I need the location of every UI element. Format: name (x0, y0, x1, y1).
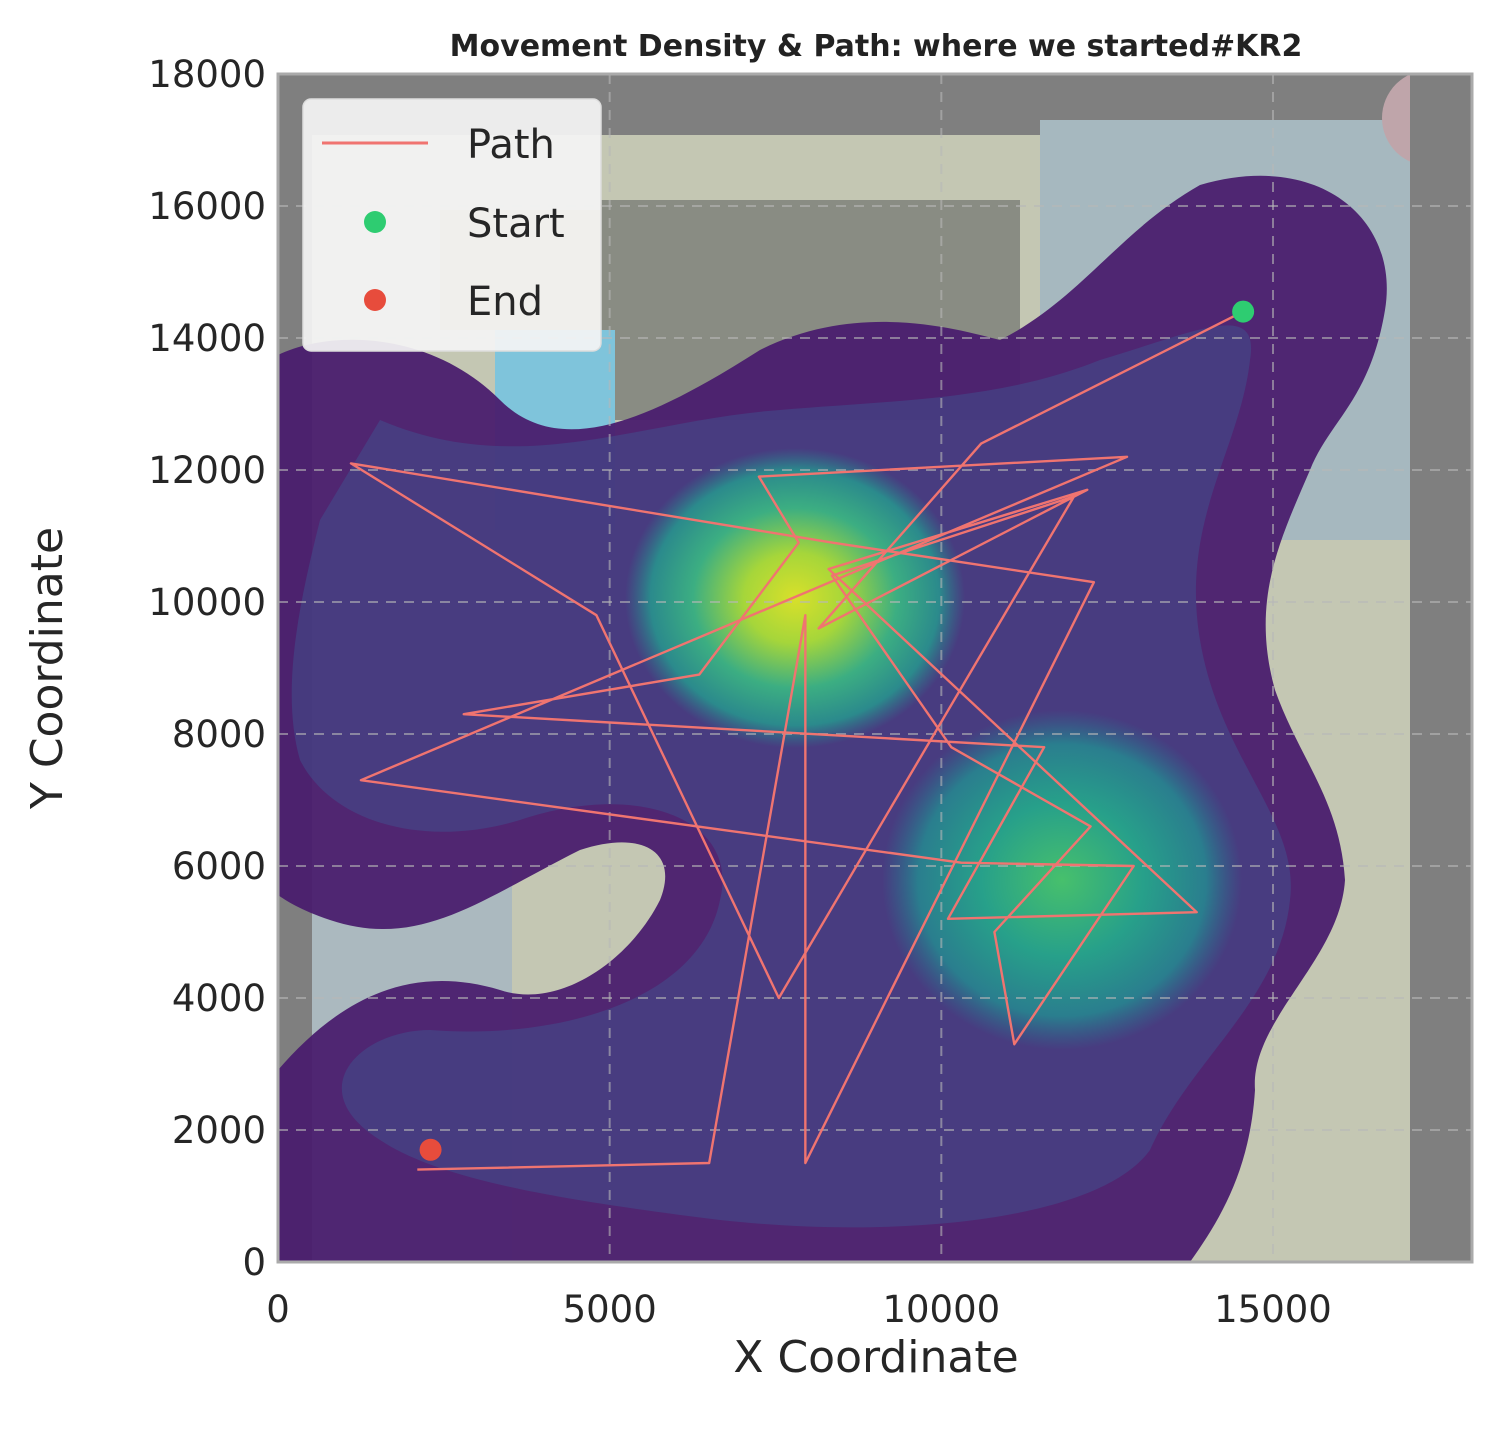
y-tick-label: 14000 (148, 317, 266, 360)
x-tick-label: 0 (266, 1288, 290, 1331)
plot-frame (276, 72, 1474, 1264)
path-line (349, 310, 1244, 1171)
y-tick-label: 4000 (172, 977, 266, 1020)
legend-start-label: Start (467, 201, 565, 247)
x-tick-label: 10000 (882, 1288, 1000, 1331)
legend-start-swatch (364, 211, 386, 233)
y-tick-label: 2000 (172, 1109, 266, 1152)
legend-box (302, 98, 602, 352)
y-tick-label: 12000 (148, 449, 266, 492)
y-tick-label: 6000 (172, 845, 266, 888)
y-axis-label: Y Coordinate (22, 527, 73, 810)
legend: Path Start End (302, 98, 602, 352)
density-peak-2 (882, 710, 1242, 1050)
y-tick-label: 8000 (172, 713, 266, 756)
x-tick-label: 5000 (563, 1288, 657, 1331)
start-marker (1232, 300, 1255, 323)
y-tick-label: 18000 (148, 53, 266, 96)
legend-end-label: End (467, 279, 543, 325)
x-tick-label: 15000 (1214, 1288, 1332, 1331)
legend-end-swatch (364, 289, 386, 311)
plot-area (278, 74, 1472, 1262)
y-tick-label: 16000 (148, 185, 266, 228)
chart-title: Movement Density & Path: where we starte… (450, 29, 1303, 64)
y-tick-label: 10000 (148, 581, 266, 624)
end-marker (419, 1138, 442, 1161)
y-axis-ticks: 0 2000 4000 6000 8000 10000 12000 14000 16000 180… (148, 53, 266, 1284)
x-axis-ticks: 0 5000 10000 15000 (266, 1288, 1332, 1331)
legend-path-label: Path (467, 122, 555, 168)
y-tick-label: 0 (242, 1241, 266, 1284)
x-axis-label: X Coordinate (733, 1332, 1018, 1383)
